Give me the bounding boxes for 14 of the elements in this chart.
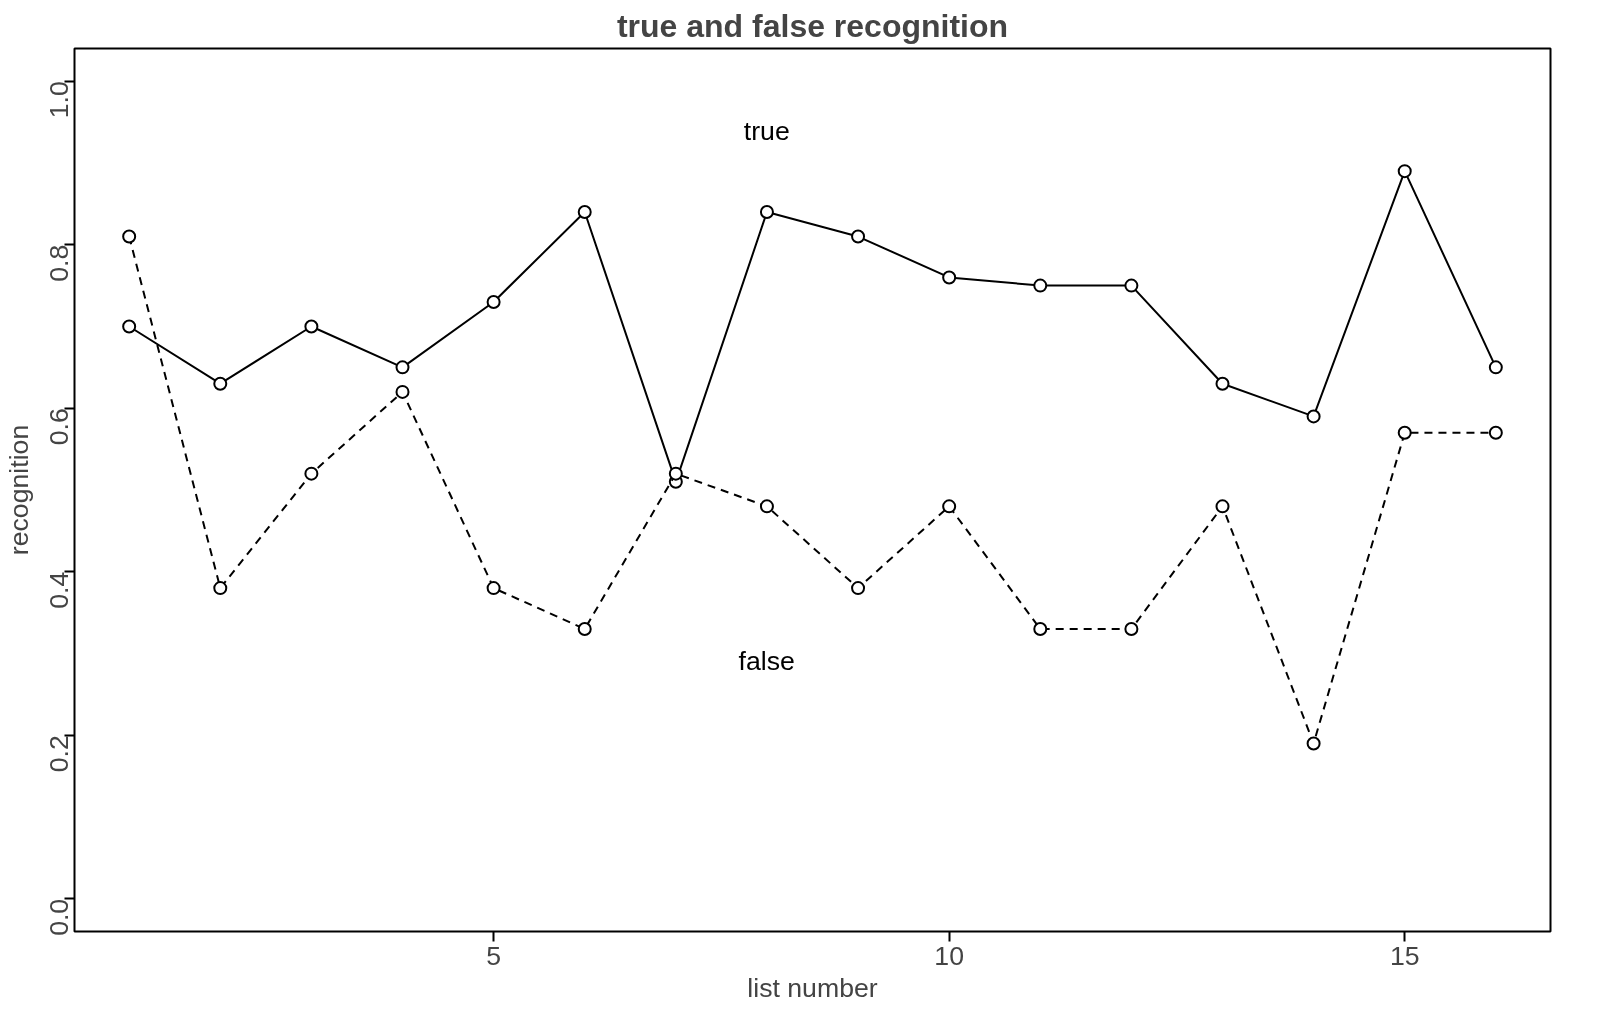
- y-tick-label: 0.8: [44, 244, 75, 282]
- text: false: [738, 646, 795, 677]
- x-tick-label: 5: [486, 940, 502, 971]
- x-axis-title: list number: [747, 972, 878, 1003]
- y-tick-label: 0.2: [44, 735, 75, 773]
- y-tick-label: 0.4: [44, 571, 75, 609]
- x-tick-label: 15: [1389, 940, 1420, 971]
- chart-title: true and false recognition: [616, 7, 1009, 44]
- y-tick-label: 1.0: [44, 81, 75, 119]
- x-tick-label: 10: [934, 940, 964, 971]
- text: true: [743, 115, 790, 146]
- y-tick-label: 0.0: [44, 898, 75, 936]
- y-tick-label: 0.6: [44, 408, 75, 446]
- y-axis-title: recognition: [3, 424, 34, 556]
